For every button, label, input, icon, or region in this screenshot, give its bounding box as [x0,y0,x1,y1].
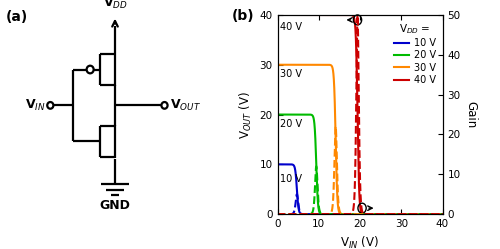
Text: (a): (a) [6,10,28,24]
Text: (b): (b) [232,9,254,23]
Y-axis label: V$_{OUT}$ (V): V$_{OUT}$ (V) [238,91,254,138]
Text: V$_{DD}$: V$_{DD}$ [102,0,128,11]
Legend: 10 V, 20 V, 30 V, 40 V: 10 V, 20 V, 30 V, 40 V [392,20,438,87]
X-axis label: V$_{IN}$ (V): V$_{IN}$ (V) [340,235,380,249]
Text: 30 V: 30 V [280,69,301,79]
Text: 20 V: 20 V [280,119,301,129]
Text: 10 V: 10 V [280,174,301,184]
Text: 40 V: 40 V [280,22,301,32]
Text: V$_{OUT}$: V$_{OUT}$ [170,98,201,113]
Text: GND: GND [100,199,130,212]
Text: V$_{IN}$: V$_{IN}$ [25,98,46,113]
Y-axis label: Gain: Gain [464,101,477,128]
